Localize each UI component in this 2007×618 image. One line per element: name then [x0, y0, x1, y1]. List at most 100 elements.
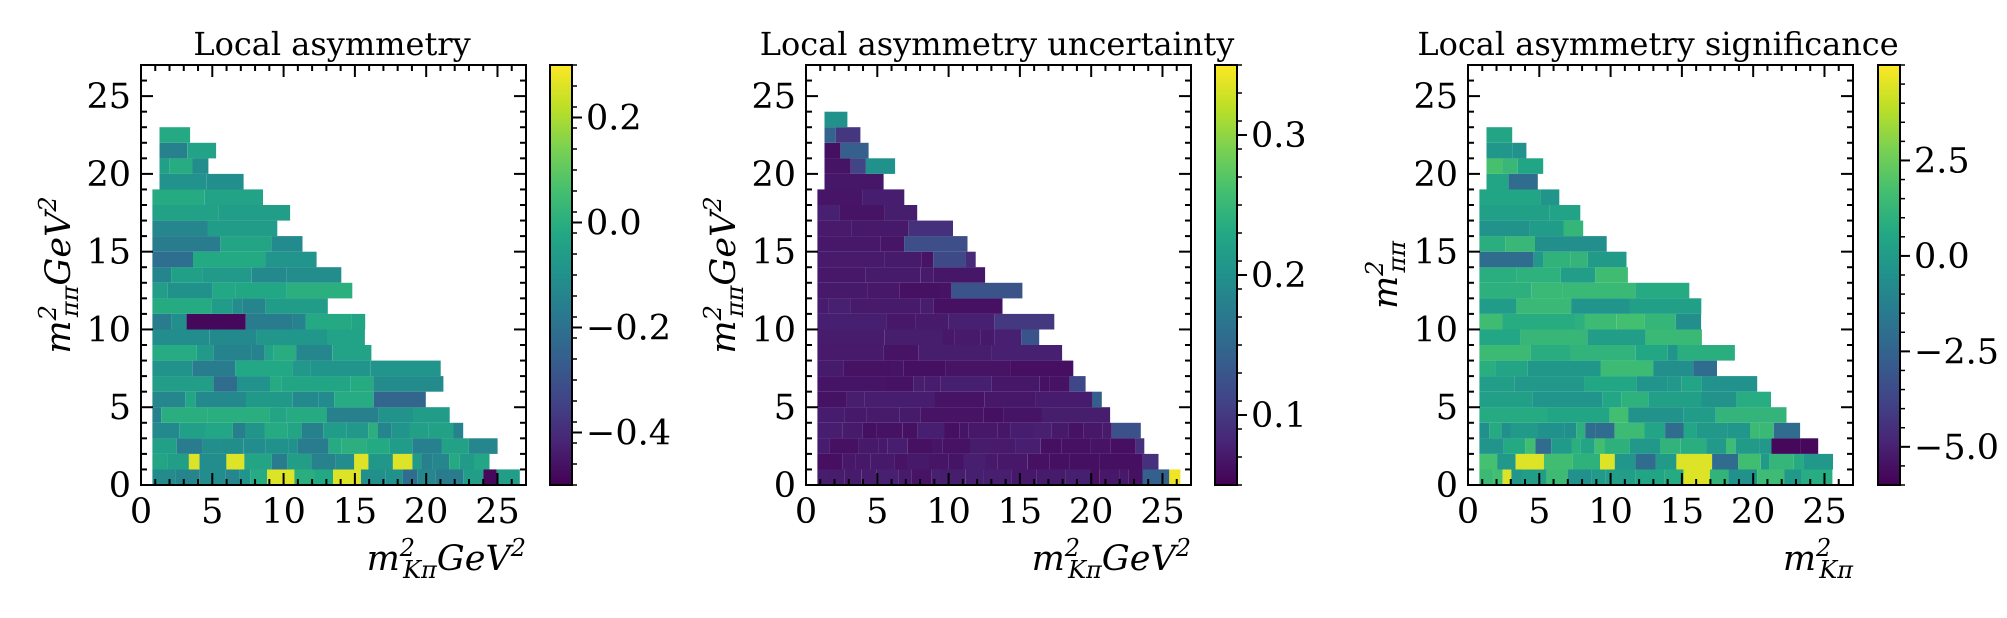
heatmap-cell	[161, 407, 208, 423]
heatmap-cell	[887, 438, 908, 454]
colorbar-tick-label: 0.3	[1251, 116, 1307, 156]
heatmap-cell	[236, 376, 270, 392]
heatmap-cell	[1099, 453, 1114, 470]
heatmap-cell	[1793, 453, 1804, 470]
heatmap-cell	[301, 422, 324, 439]
heatmap-cell	[1479, 236, 1506, 252]
heatmap-cell	[1602, 391, 1622, 408]
heatmap-cell	[1503, 438, 1526, 454]
heatmap-cell	[391, 422, 410, 439]
plot-frame	[140, 64, 527, 486]
heatmap-cell	[1616, 313, 1645, 330]
heatmap-cell	[1119, 469, 1129, 485]
colorbar	[1214, 64, 1238, 486]
heatmap-cell	[844, 407, 867, 423]
heatmap-cell	[176, 438, 203, 454]
x-tick-label: 15	[333, 492, 378, 532]
heatmap-cell	[899, 407, 921, 423]
colorbar-tick-label: 0.0	[1914, 237, 1970, 277]
heatmap-cell	[817, 453, 843, 470]
heatmap-cell	[205, 422, 233, 439]
colorbar-tick-label: −0.2	[586, 309, 671, 349]
heatmap-cell	[463, 469, 484, 485]
heatmap-cell	[179, 422, 206, 439]
heatmap-cell	[981, 329, 995, 345]
y-tick-label: 10	[1413, 310, 1458, 350]
heatmap-cell	[332, 345, 372, 361]
y-tick-label: 5	[109, 388, 131, 428]
heatmap-cell	[913, 376, 925, 392]
heatmap-cell	[1538, 422, 1565, 439]
heatmap-cell	[1735, 438, 1760, 454]
heatmap-cell	[1479, 438, 1504, 454]
heatmap-cell	[288, 438, 298, 454]
x-tick-label: 25	[1140, 492, 1185, 532]
heatmap-cell	[817, 298, 829, 314]
heatmap-cell	[152, 453, 168, 470]
colorbar-tick-label: 0.1	[1251, 396, 1307, 436]
heatmap-cell	[902, 422, 918, 439]
heatmap-cell	[287, 453, 312, 470]
heatmap-cell	[1040, 438, 1062, 454]
heatmap-cell	[421, 453, 433, 470]
heatmap-cell	[167, 453, 189, 470]
heatmap-cell	[250, 469, 268, 485]
heatmap-cell	[994, 313, 1055, 330]
heatmap-cell	[940, 282, 952, 299]
heatmap-cell	[1111, 422, 1141, 439]
x-tick-label: 25	[475, 492, 520, 532]
heatmap-cell	[1530, 345, 1570, 361]
heatmap-cell	[186, 313, 246, 330]
heatmap-cell	[867, 282, 900, 299]
heatmap-cell	[294, 469, 315, 485]
heatmap-cell	[1511, 469, 1522, 485]
heatmap-cell	[1531, 282, 1563, 299]
heatmap-cell	[202, 438, 222, 454]
heatmap-cell	[1683, 407, 1716, 423]
heatmap-cell	[1010, 360, 1074, 377]
heatmap-cell	[152, 438, 177, 454]
heatmap-cell	[429, 422, 454, 439]
heatmap-cell	[1035, 391, 1092, 408]
heatmap-cell	[1525, 438, 1536, 454]
heatmap-cell	[817, 329, 885, 345]
heatmap-cell	[1532, 391, 1603, 408]
heatmap-cell	[1479, 329, 1521, 345]
heatmap-cell	[264, 345, 274, 361]
heatmap-cell	[1114, 453, 1143, 470]
heatmap-cell	[483, 469, 497, 485]
heatmap-cell	[175, 469, 200, 485]
heatmap-cell	[994, 329, 1022, 345]
heatmap-cell	[817, 236, 881, 252]
heatmap-cell	[1683, 422, 1697, 439]
heatmap-cell	[152, 267, 172, 283]
y-tick-label: 25	[1413, 77, 1458, 117]
heatmap-cell	[270, 376, 282, 392]
heatmap-cell	[1571, 438, 1581, 454]
colorbar-ticks: 0.1 0.2 0.3	[1237, 64, 1307, 486]
heatmap-cell	[296, 345, 333, 361]
heatmap-cell	[413, 407, 450, 423]
heatmap-cell	[213, 345, 252, 361]
heatmap-cell	[199, 453, 227, 470]
heatmap-cell	[1571, 298, 1630, 314]
heatmap-cell	[1065, 469, 1091, 485]
heatmap-cell	[890, 360, 904, 377]
heatmap-cell	[152, 422, 180, 439]
heatmap-cell	[917, 422, 945, 439]
heatmap-cell	[1083, 422, 1103, 439]
heatmap-cell	[292, 313, 306, 330]
heatmap-cell	[373, 391, 426, 408]
y-tick-label: 10	[751, 310, 796, 350]
heatmap-cell	[817, 391, 847, 408]
heatmap-cell	[1479, 282, 1532, 299]
heatmap-cell	[360, 469, 386, 485]
heatmap-cell	[377, 422, 392, 439]
heatmap-cell	[880, 236, 905, 252]
heatmap-cell	[824, 158, 851, 174]
heatmap-cell	[453, 422, 464, 439]
heatmap-cell	[817, 469, 829, 485]
heatmap-cell	[1479, 422, 1490, 439]
heatmap-cell	[817, 422, 843, 439]
heatmap-cell	[1701, 391, 1737, 408]
